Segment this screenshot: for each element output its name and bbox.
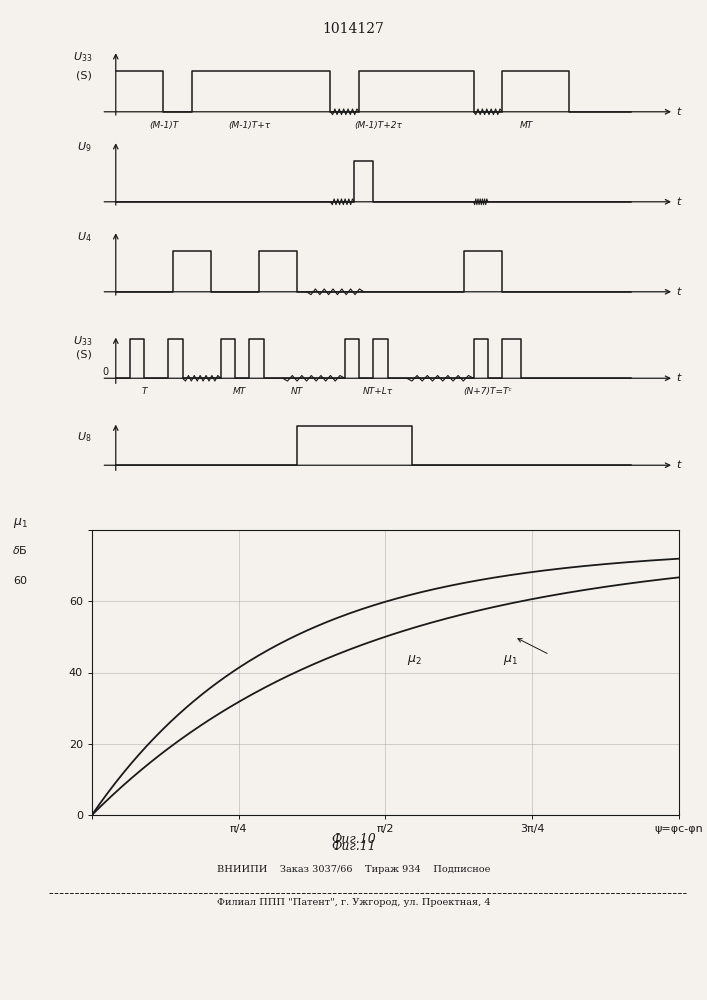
Text: t: t: [677, 460, 681, 470]
Text: t: t: [677, 107, 681, 117]
Text: NT: NT: [291, 387, 303, 396]
Text: $U_4$: $U_4$: [77, 230, 92, 244]
Text: $U_{33}$: $U_{33}$: [73, 334, 92, 348]
Text: (M-1)T: (M-1)T: [149, 121, 178, 130]
Text: 60: 60: [13, 576, 28, 586]
Text: (N+7)T=Tᶜ: (N+7)T=Tᶜ: [464, 387, 513, 396]
Text: $\mu_2$: $\mu_2$: [407, 653, 422, 667]
Text: NT+Lτ: NT+Lτ: [363, 387, 393, 396]
Text: t: t: [677, 197, 681, 207]
Text: (S): (S): [76, 350, 92, 360]
Text: (M-1)T+τ: (M-1)T+τ: [228, 121, 270, 130]
Text: (M-1)T+2τ: (M-1)T+2τ: [354, 121, 402, 130]
Text: $\mu_1$: $\mu_1$: [13, 516, 28, 530]
Text: t: t: [677, 373, 681, 383]
Text: $\delta$Б: $\delta$Б: [12, 544, 28, 556]
Text: T: T: [141, 387, 147, 396]
Text: MT: MT: [233, 387, 247, 396]
Text: Фиг.11: Фиг.11: [331, 840, 376, 853]
Text: $U_{33}$: $U_{33}$: [73, 50, 92, 64]
Text: t: t: [677, 287, 681, 297]
Text: $U_8$: $U_8$: [77, 431, 92, 444]
Text: 1014127: 1014127: [322, 22, 385, 36]
Text: $\mu_1$: $\mu_1$: [503, 653, 518, 667]
Text: $U_9$: $U_9$: [77, 140, 92, 154]
Text: Филиал ППП "Патент", г. Ужгород, ул. Проектная, 4: Филиал ППП "Патент", г. Ужгород, ул. Про…: [216, 898, 491, 907]
Text: (S): (S): [76, 70, 92, 80]
Text: MT: MT: [520, 121, 532, 130]
Text: ВНИИПИ    Заказ 3037/66    Тираж 934    Подписное: ВНИИПИ Заказ 3037/66 Тираж 934 Подписное: [217, 865, 490, 874]
Text: 0: 0: [103, 367, 109, 377]
Text: Фиг.10: Фиг.10: [331, 833, 376, 846]
